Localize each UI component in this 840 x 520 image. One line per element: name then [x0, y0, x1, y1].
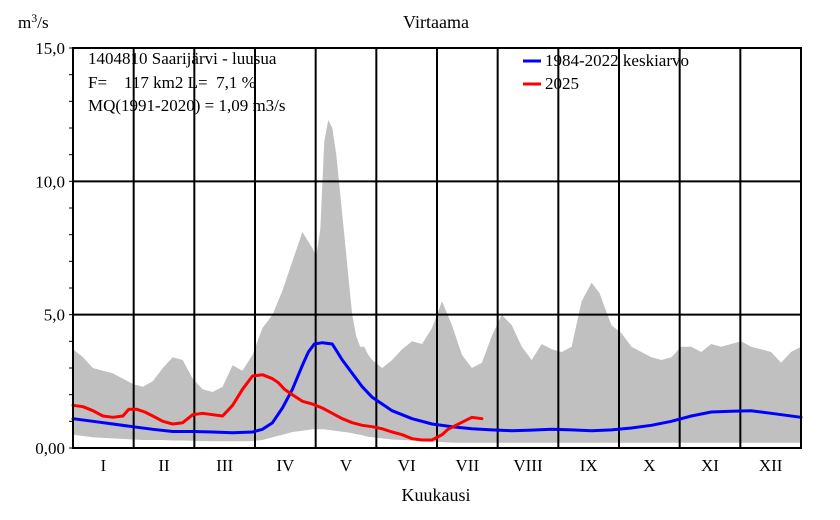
- x-tick-label: XI: [701, 456, 719, 475]
- x-tick-label: X: [643, 456, 655, 475]
- horizontal-grid: [73, 180, 801, 316]
- y-axis-label-base: m: [18, 13, 31, 32]
- vertical-grid: [132, 48, 742, 448]
- y-tick-label: 15,0: [35, 39, 65, 58]
- y-tick-label: 0,00: [35, 439, 65, 458]
- x-axis-label: Kuukausi: [402, 485, 471, 505]
- y-tick-label: 10,0: [35, 172, 65, 191]
- y-axis-label-exp: 3: [31, 11, 37, 25]
- legend-label-mean: 1984-2022 keskiarvo: [545, 51, 689, 70]
- series-line-mean: [71, 341, 803, 435]
- y-tick-labels: 0,00 5,0 10,0 15,0: [35, 39, 65, 458]
- x-tick-label: II: [158, 456, 170, 475]
- x-tick-labels: I II III IV V VI VII VIII IX X XI XII: [100, 456, 782, 475]
- x-tick-label: I: [100, 456, 106, 475]
- y-axis-label: m3/s: [18, 11, 49, 32]
- x-tick-label: VIII: [513, 456, 543, 475]
- y-tick-label: 5,0: [44, 306, 65, 325]
- info-line-area: F= 117 km2 L= 7,1 %: [88, 73, 256, 92]
- plot-area: [69, 47, 803, 449]
- x-tick-label: XII: [759, 456, 783, 475]
- chart-title: Virtaama: [403, 12, 469, 32]
- x-tick-label: VII: [456, 456, 480, 475]
- y-axis-label-suffix: /s: [37, 13, 48, 32]
- legend-label-2025: 2025: [545, 74, 579, 93]
- x-tick-label: V: [340, 456, 353, 475]
- plot-frame: [72, 47, 802, 449]
- legend: 1984-2022 keskiarvo 2025: [523, 51, 689, 93]
- x-tick-label: VI: [398, 456, 416, 475]
- x-tick-label: III: [216, 456, 233, 475]
- x-tick-label: IX: [580, 456, 598, 475]
- info-line-station: 1404810 Saarijärvi - luusua: [88, 49, 277, 68]
- series-line-2025: [71, 373, 484, 442]
- x-tick-label: IV: [276, 456, 295, 475]
- info-box: 1404810 Saarijärvi - luusua F= 117 km2 L…: [88, 49, 286, 115]
- info-line-mq: MQ(1991-2020) = 1,09 m3/s: [88, 96, 286, 115]
